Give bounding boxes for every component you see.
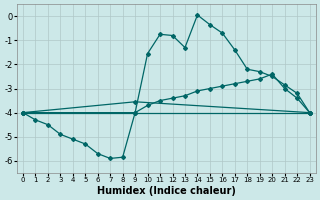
- X-axis label: Humidex (Indice chaleur): Humidex (Indice chaleur): [97, 186, 236, 196]
